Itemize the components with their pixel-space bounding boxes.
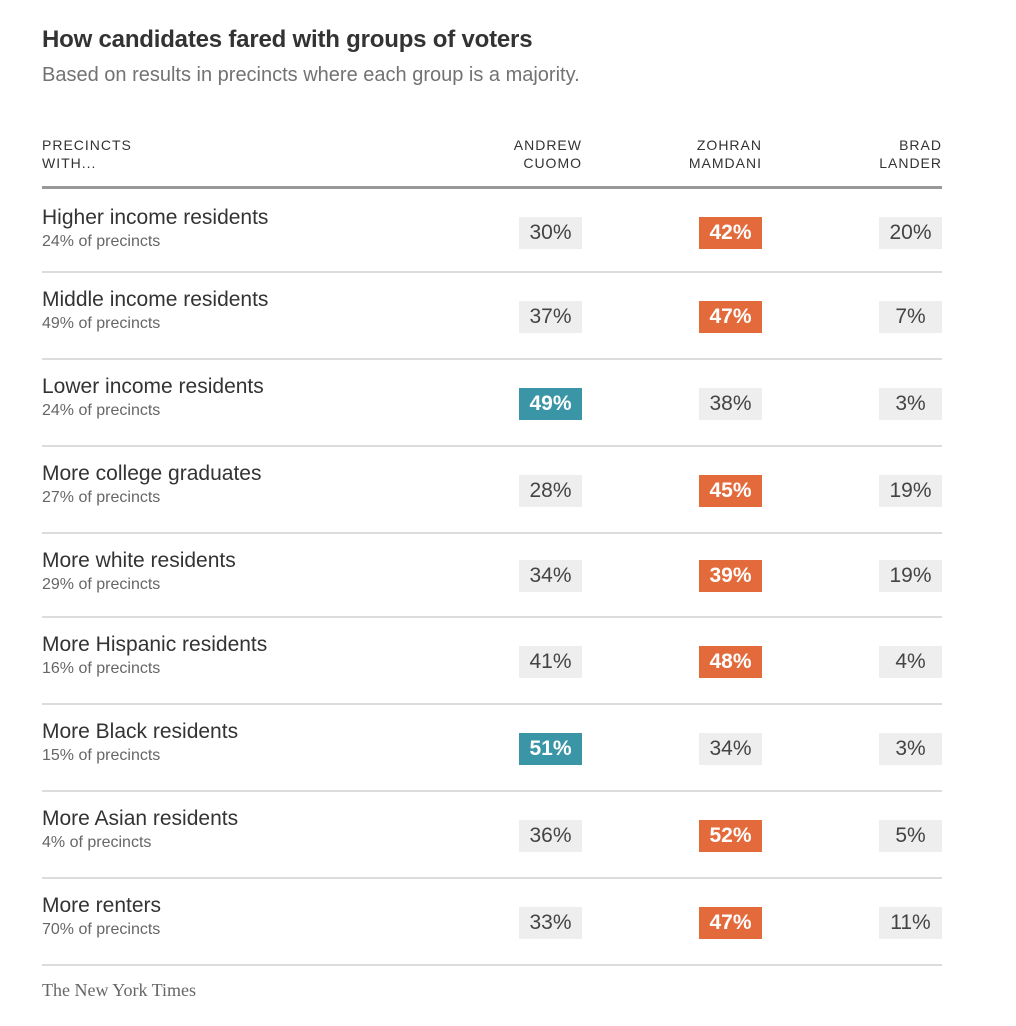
value-cell-cuomo: 33% xyxy=(519,907,582,939)
column-header-cuomo-line2: CUOMO xyxy=(523,155,582,171)
precinct-share: 4% of precincts xyxy=(42,834,152,851)
source-credit: The New York Times xyxy=(42,980,197,1000)
value-cell-cuomo: 36% xyxy=(519,820,582,852)
table-row: More Hispanic residents 16% of precincts 4… xyxy=(42,618,942,705)
value-cell-mamdani: 45% xyxy=(699,475,762,507)
group-name: Higher income residents xyxy=(42,206,269,229)
table-row: More college graduates 27% of precincts 28… xyxy=(42,447,942,534)
value-cell-lander: 3% xyxy=(879,733,942,765)
chart-title: How candidates fared with groups of vote… xyxy=(42,26,533,53)
table-row: More Asian residents 4% of precincts 36% 52… xyxy=(42,792,942,879)
value-cell-lander: 20% xyxy=(879,217,942,249)
precinct-share: 16% of precincts xyxy=(42,660,161,677)
value-cell-mamdani: 38% xyxy=(699,388,762,420)
value-cell-cuomo: 37% xyxy=(519,301,582,333)
group-name: More Hispanic residents xyxy=(42,633,268,656)
table-header: PRECINCTS WITH... ANDREW CUOMO ZOHRAN MA… xyxy=(42,136,942,189)
row-label: More college graduates 27% of precincts xyxy=(42,461,261,509)
value-cell-cuomo: 34% xyxy=(519,560,582,592)
value-cell-cuomo: 28% xyxy=(519,475,582,507)
row-label: More Asian residents 4% of precincts xyxy=(42,806,238,854)
value-cell-mamdani: 47% xyxy=(699,301,762,333)
column-header-lander-line1: BRAD xyxy=(899,137,942,153)
value-cell-lander: 3% xyxy=(879,388,942,420)
table-body: Higher income residents 24% of precincts 3… xyxy=(42,189,942,966)
value-cell-lander: 4% xyxy=(879,646,942,678)
table-row: Lower income residents 24% of precincts 49… xyxy=(42,360,942,447)
row-label: Lower income residents 24% of precincts xyxy=(42,374,264,422)
value-cell-cuomo: 41% xyxy=(519,646,582,678)
row-label: More Black residents 15% of precincts xyxy=(42,719,238,767)
precinct-share: 15% of precincts xyxy=(42,747,161,764)
value-cell-mamdani: 52% xyxy=(699,820,762,852)
value-cell-mamdani: 34% xyxy=(699,733,762,765)
row-label: Middle income residents 49% of precincts xyxy=(42,287,268,335)
group-name: More college graduates xyxy=(42,462,262,485)
column-header-group-line2: WITH... xyxy=(42,155,97,171)
results-table: PRECINCTS WITH... ANDREW CUOMO ZOHRAN MA… xyxy=(42,136,942,966)
value-cell-cuomo: 51% xyxy=(519,733,582,765)
row-label: More white residents 29% of precincts xyxy=(42,548,236,596)
column-header-lander: BRAD LANDER xyxy=(840,136,942,172)
value-cell-mamdani: 48% xyxy=(699,646,762,678)
value-cell-lander: 11% xyxy=(879,907,942,939)
group-name: Lower income residents xyxy=(42,375,264,398)
value-cell-lander: 19% xyxy=(879,475,942,507)
table-row: Middle income residents 49% of precincts 3… xyxy=(42,273,942,360)
precinct-share: 24% of precincts xyxy=(42,233,161,250)
precinct-share: 49% of precincts xyxy=(42,315,161,332)
column-header-cuomo-line1: ANDREW xyxy=(513,137,582,153)
column-header-cuomo: ANDREW CUOMO xyxy=(480,136,582,172)
table-row: More Black residents 15% of precincts 51% 3… xyxy=(42,705,942,792)
row-label: More renters 70% of precincts xyxy=(42,893,161,941)
precinct-share: 24% of precincts xyxy=(42,402,161,419)
chart-subtitle: Based on results in precincts where each… xyxy=(42,64,580,86)
value-cell-cuomo: 49% xyxy=(519,388,582,420)
column-header-lander-line2: LANDER xyxy=(879,155,942,171)
value-cell-mamdani: 42% xyxy=(699,217,762,249)
group-name: More Asian residents xyxy=(42,807,239,830)
value-cell-mamdani: 39% xyxy=(699,560,762,592)
value-cell-lander: 5% xyxy=(879,820,942,852)
table-row: More renters 70% of precincts 33% 47% 11% xyxy=(42,879,942,966)
group-name: More white residents xyxy=(42,549,236,572)
precinct-share: 29% of precincts xyxy=(42,576,161,593)
value-cell-cuomo: 30% xyxy=(519,217,582,249)
row-label: Higher income residents 24% of precincts xyxy=(42,205,268,253)
precinct-share: 27% of precincts xyxy=(42,489,161,506)
precinct-share: 70% of precincts xyxy=(42,921,161,938)
group-name: Middle income residents xyxy=(42,288,269,311)
column-header-group: PRECINCTS WITH... xyxy=(42,136,132,172)
group-name: More renters xyxy=(42,894,162,917)
column-header-mamdani-line2: MAMDANI xyxy=(688,155,762,171)
table-row: Higher income residents 24% of precincts 3… xyxy=(42,189,942,273)
table-row: More white residents 29% of precincts 34% 3… xyxy=(42,534,942,618)
column-header-group-line1: PRECINCTS xyxy=(42,137,132,153)
row-label: More Hispanic residents 16% of precincts xyxy=(42,632,267,680)
column-header-mamdani: ZOHRAN MAMDANI xyxy=(650,136,762,172)
value-cell-mamdani: 47% xyxy=(699,907,762,939)
group-name: More Black residents xyxy=(42,720,239,743)
value-cell-lander: 7% xyxy=(879,301,942,333)
column-header-mamdani-line1: ZOHRAN xyxy=(696,137,762,153)
value-cell-lander: 19% xyxy=(879,560,942,592)
